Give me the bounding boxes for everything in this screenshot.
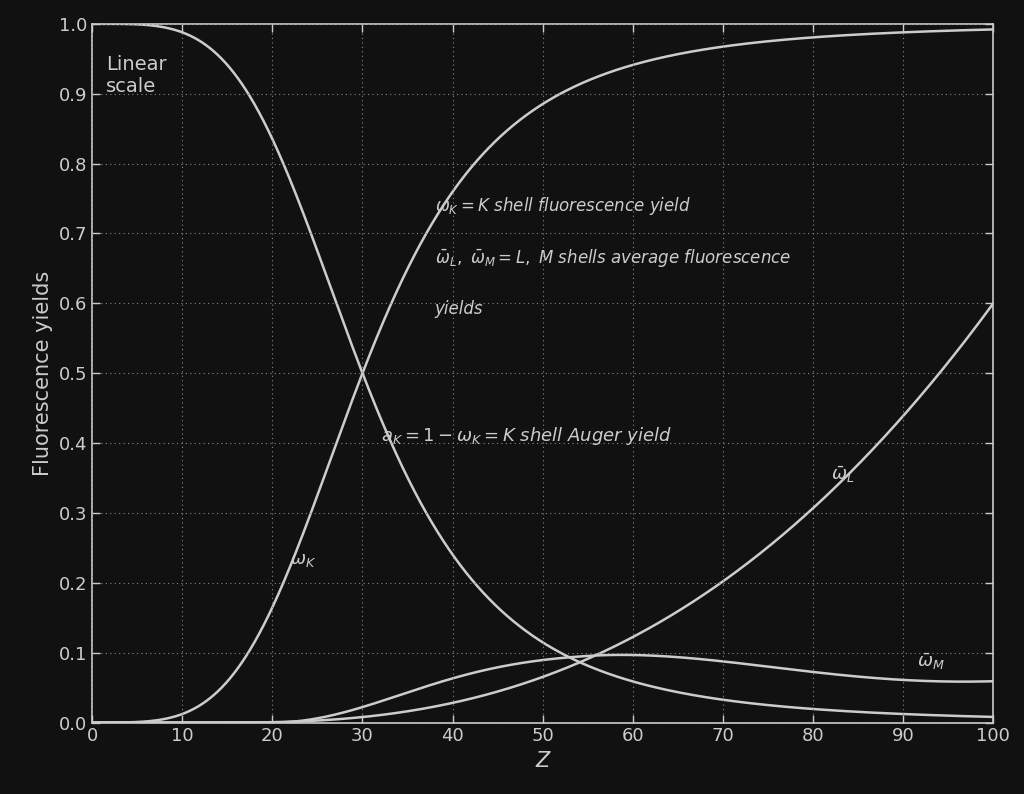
- Text: Linear
scale: Linear scale: [105, 56, 166, 96]
- Text: $a_K = 1 - \omega_K = K$ shell Auger yield: $a_K = 1 - \omega_K = K$ shell Auger yie…: [381, 425, 672, 447]
- Text: $\bar{\omega}_L$: $\bar{\omega}_L$: [831, 464, 855, 485]
- Text: yields: yields: [434, 300, 483, 318]
- Text: $\omega_K$: $\omega_K$: [291, 551, 316, 569]
- Text: $\omega_K = K$ shell fluorescence yield: $\omega_K = K$ shell fluorescence yield: [434, 195, 690, 217]
- Text: $\bar{\omega}_L,\ \bar{\omega}_M = L,\ M$ shells average fluorescence: $\bar{\omega}_L,\ \bar{\omega}_M = L,\ M…: [434, 248, 791, 269]
- X-axis label: Z: Z: [536, 751, 550, 771]
- Y-axis label: Fluorescence yields: Fluorescence yields: [33, 271, 53, 476]
- Text: $\bar{\omega}_M$: $\bar{\omega}_M$: [916, 651, 944, 672]
